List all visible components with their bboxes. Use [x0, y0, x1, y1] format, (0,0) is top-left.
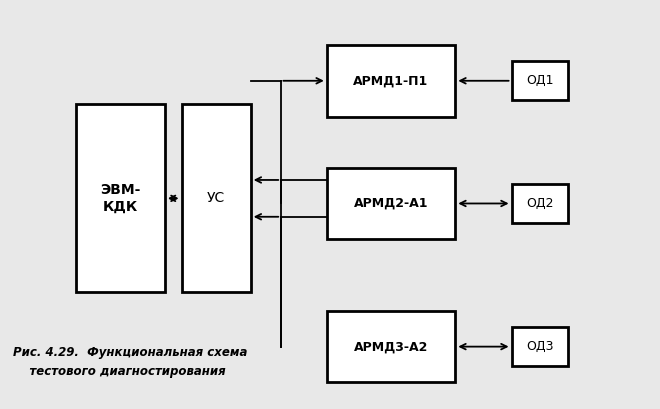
FancyBboxPatch shape — [327, 45, 455, 117]
FancyBboxPatch shape — [327, 311, 455, 382]
Text: Рис. 4.29.  Функциональная схема
    тестового диагностирования: Рис. 4.29. Функциональная схема тестовог… — [13, 346, 247, 378]
FancyBboxPatch shape — [182, 104, 251, 292]
FancyBboxPatch shape — [76, 104, 165, 292]
Text: АРМД1-П1: АРМД1-П1 — [353, 74, 429, 87]
FancyBboxPatch shape — [327, 168, 455, 239]
FancyBboxPatch shape — [512, 61, 568, 100]
FancyBboxPatch shape — [512, 327, 568, 366]
Text: ЭВМ-
КДК: ЭВМ- КДК — [100, 183, 141, 213]
Text: УС: УС — [207, 191, 225, 205]
Text: АРМД2-А1: АРМД2-А1 — [354, 197, 428, 210]
FancyBboxPatch shape — [512, 184, 568, 223]
Text: ОД1: ОД1 — [526, 74, 553, 87]
Text: ОД3: ОД3 — [526, 340, 553, 353]
Text: ОД2: ОД2 — [526, 197, 553, 210]
Text: АРМД3-А2: АРМД3-А2 — [354, 340, 428, 353]
